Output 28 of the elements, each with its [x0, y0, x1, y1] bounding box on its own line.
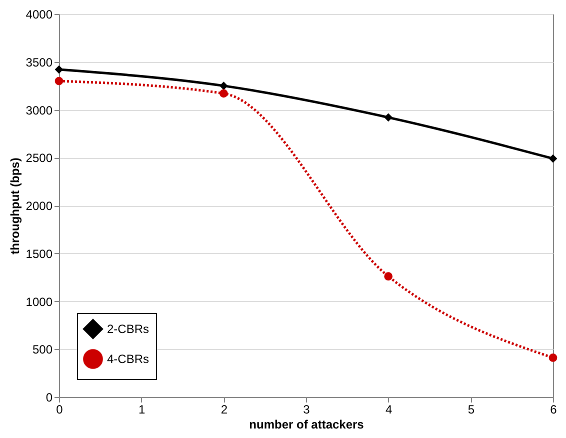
x-tick-label: 0 [56, 402, 64, 416]
y-tick-label: 4000 [26, 8, 53, 22]
point [219, 89, 228, 98]
point [54, 76, 64, 86]
point [384, 272, 393, 281]
y-tick-label: 3500 [26, 55, 53, 70]
x-tick-label: 2 [220, 402, 228, 416]
y-tick-label: 0 [46, 390, 53, 404]
y-tick-label: 3000 [26, 103, 53, 118]
x-tick-label: 5 [468, 402, 475, 416]
point [384, 113, 393, 122]
x-tick-label: 1 [138, 402, 146, 416]
x-axis-title: number of attackers [249, 418, 364, 432]
point [548, 354, 558, 362]
y-axis-title: throughput (bps) [8, 158, 22, 254]
y-tick-label: 2500 [26, 151, 53, 166]
y-tick-label: 500 [32, 342, 53, 357]
y-tick-label: 2000 [26, 199, 53, 213]
point [548, 154, 558, 163]
y-tick-label: 1500 [26, 246, 53, 261]
x-tick-label: 3 [303, 402, 310, 416]
point [219, 82, 228, 90]
legend-label: 2-CBRs [107, 322, 150, 336]
x-tick-label: 4 [385, 402, 392, 416]
x-tick-label: 6 [550, 402, 558, 416]
legend-label: 4-CBRs [107, 352, 150, 366]
point [54, 65, 64, 74]
y-tick-label: 1000 [26, 294, 53, 309]
